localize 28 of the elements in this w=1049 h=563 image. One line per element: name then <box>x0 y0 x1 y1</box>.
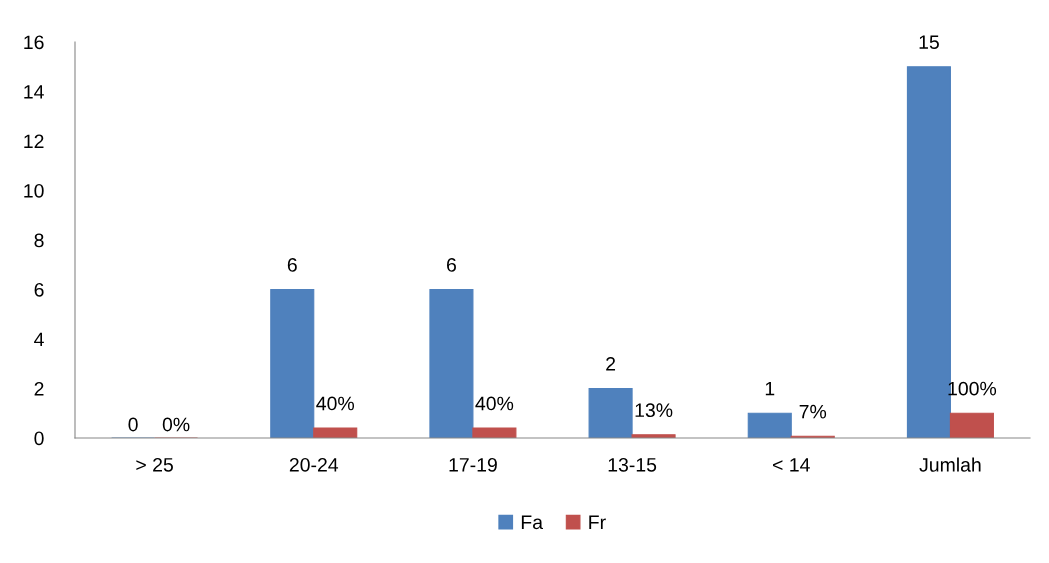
x-tick-label: 20-24 <box>289 457 339 472</box>
data-label: 0% <box>162 417 190 432</box>
data-label: 2 <box>606 357 616 371</box>
y-tick-label: 6 <box>34 282 44 297</box>
legend-label: Fr <box>589 515 606 529</box>
y-tick-label: 16 <box>24 35 44 50</box>
data-label: 6 <box>287 258 297 272</box>
x-tick-label: < 14 <box>773 458 810 472</box>
x-tick-label: > 25 <box>136 457 173 472</box>
data-label: 7% <box>799 404 827 419</box>
data-label: 40% <box>475 396 514 411</box>
y-tick-label: 12 <box>24 134 44 149</box>
data-label: 15 <box>919 35 939 50</box>
y-tick-label: 0 <box>34 431 44 446</box>
data-label: 0 <box>128 417 138 432</box>
y-tick-label: 4 <box>34 332 44 347</box>
x-tick-label: Jumlah <box>919 457 981 472</box>
data-label: 40% <box>316 396 355 411</box>
y-tick-label: 14 <box>24 85 44 99</box>
y-tick-label: 2 <box>34 381 44 396</box>
data-label: 13% <box>635 403 673 418</box>
data-label: 1 <box>765 381 775 396</box>
x-tick-label: 17-19 <box>449 457 497 472</box>
data-label: 6 <box>447 258 456 272</box>
legend-label: Fa <box>521 515 543 530</box>
x-tick-label: 13-15 <box>608 457 657 472</box>
y-tick-label: 8 <box>34 233 44 248</box>
y-tick-label: 10 <box>24 183 44 198</box>
